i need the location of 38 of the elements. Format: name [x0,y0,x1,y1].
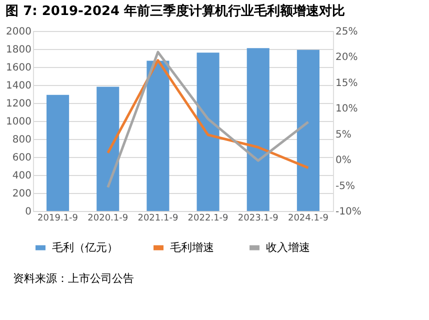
y2-tick-label: 15% [336,78,358,89]
y-tick-label: 800 [12,134,32,146]
y-tick-label: 1000 [6,116,32,128]
y2-tick-label: 0% [336,155,352,166]
y-tick-label: 1800 [6,44,32,56]
line-series [106,59,310,170]
y-tick-label: 1600 [6,62,32,74]
line-series [106,50,310,189]
bar [246,48,270,211]
x-tick-label: 2023.1-9 [238,214,279,224]
bar [96,86,120,211]
text: 资料来源：上市公司公告 [13,272,134,285]
bar [146,60,170,211]
y2-tick-label: -5% [336,180,355,192]
x-tick-label: 2024.1-9 [288,214,329,224]
y-tick-label: 1400 [6,80,32,92]
bar [296,50,320,211]
y2-tick-label: 25% [336,26,358,38]
legend-label: 毛利增速 [170,240,214,254]
chart-title: 图 7: 2019-2024 年前三季度计算机行业毛利额增速对比 [6,3,346,19]
y-tick-label: 600 [12,152,32,164]
y2-tick-label: 20% [336,52,358,64]
y2-tick-label: 5% [336,129,352,140]
y-tick-label: 1200 [6,98,32,110]
bar [46,94,70,211]
legend-label: 毛利（亿元） [52,240,118,254]
x-tick-label: 2020.1-9 [88,214,128,224]
y2-tick-label: -10% [336,206,362,218]
x-tick-label: 2019.1-9 [38,214,78,224]
y2-tick-label: 10% [336,104,358,115]
y-tick-label: 400 [12,170,32,182]
y-tick-label: 2000 [6,26,32,38]
x-tick-label: 2022.1-9 [188,214,229,224]
legend-label: 收入增速 [266,240,310,254]
y-tick-label: 0 [25,206,32,218]
bar [196,52,220,211]
x-tick-label: 2021.1-9 [138,214,178,224]
y-tick-label: 200 [12,188,32,200]
